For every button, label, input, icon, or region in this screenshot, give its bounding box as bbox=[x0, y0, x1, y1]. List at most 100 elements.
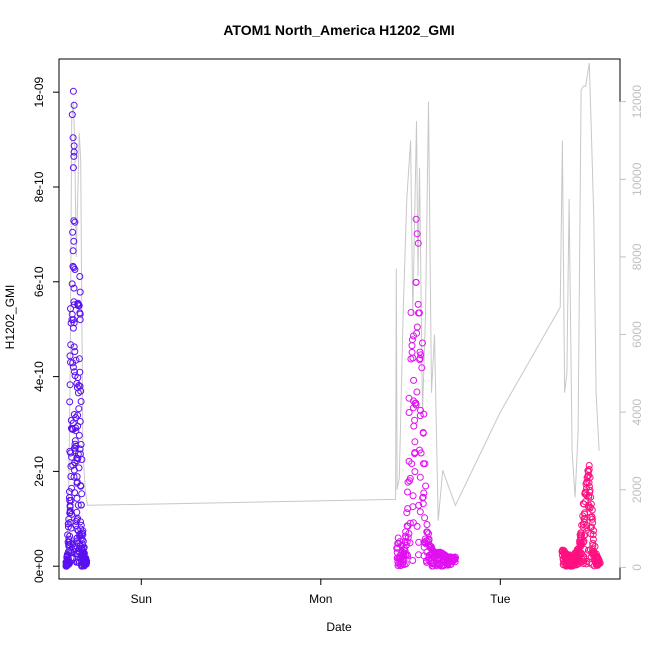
data-point bbox=[71, 218, 79, 226]
data-point bbox=[70, 264, 78, 272]
data-point bbox=[451, 558, 459, 566]
data-point bbox=[73, 473, 81, 481]
data-point bbox=[394, 534, 402, 542]
data-point bbox=[408, 336, 416, 344]
data-point bbox=[409, 557, 417, 564]
data-point bbox=[408, 348, 416, 356]
data-point bbox=[415, 309, 423, 317]
data-point bbox=[585, 462, 593, 469]
data-point bbox=[579, 539, 587, 547]
data-point bbox=[70, 217, 78, 225]
data-point bbox=[71, 437, 79, 445]
data-point bbox=[71, 368, 78, 376]
data-point bbox=[412, 278, 420, 286]
data-point bbox=[77, 501, 85, 509]
data-point bbox=[75, 302, 83, 310]
data-point bbox=[421, 514, 429, 522]
data-point bbox=[410, 422, 418, 430]
data-point bbox=[81, 557, 89, 565]
data-point bbox=[73, 516, 81, 524]
data-point bbox=[72, 356, 80, 364]
data-point bbox=[583, 522, 591, 529]
y-tick-label: 1e-09 bbox=[32, 77, 46, 108]
data-point bbox=[413, 388, 421, 396]
data-point bbox=[76, 309, 84, 317]
data-point bbox=[74, 501, 82, 509]
data-point bbox=[416, 355, 424, 362]
right-tick-label: 12000 bbox=[630, 85, 644, 119]
data-point bbox=[69, 324, 77, 332]
y-tick-label: 6e-10 bbox=[32, 266, 46, 297]
data-point bbox=[411, 438, 419, 446]
data-point bbox=[71, 348, 79, 355]
data-point bbox=[69, 134, 77, 142]
plot-frame bbox=[58, 58, 621, 580]
data-point bbox=[66, 398, 74, 406]
data-point bbox=[76, 288, 84, 296]
axes-layer: 0e+00 2e-10 4e-10 6e-10 8e-10 1e-09 0 2000 4000 6… bbox=[32, 77, 644, 606]
data-point bbox=[591, 543, 599, 550]
data-point bbox=[589, 519, 597, 527]
data-point bbox=[585, 492, 593, 499]
data-point bbox=[423, 521, 431, 528]
data-point bbox=[419, 493, 427, 501]
data-point bbox=[396, 538, 404, 546]
data-point bbox=[70, 343, 78, 351]
data-point bbox=[70, 284, 78, 292]
data-point bbox=[73, 494, 81, 502]
data-point bbox=[415, 501, 423, 509]
right-tick-label: 10000 bbox=[630, 162, 644, 196]
data-point bbox=[76, 368, 84, 376]
data-point bbox=[73, 508, 81, 516]
data-point bbox=[596, 559, 604, 567]
data-point bbox=[76, 418, 84, 425]
data-point bbox=[586, 486, 594, 494]
data-point bbox=[586, 473, 594, 481]
data-point bbox=[77, 398, 85, 405]
data-point bbox=[66, 532, 74, 540]
data-points-layer bbox=[62, 87, 604, 570]
data-point bbox=[580, 537, 588, 545]
data-point bbox=[67, 497, 75, 504]
data-point bbox=[419, 500, 427, 508]
data-point bbox=[587, 493, 595, 501]
data-point bbox=[413, 522, 421, 530]
data-point bbox=[589, 531, 597, 539]
data-point bbox=[67, 449, 75, 457]
data-point bbox=[76, 382, 84, 390]
data-point bbox=[403, 538, 411, 546]
data-point bbox=[69, 363, 77, 371]
data-point bbox=[583, 560, 590, 568]
data-point bbox=[414, 239, 422, 247]
data-point bbox=[421, 460, 429, 468]
data-point bbox=[413, 230, 421, 238]
y-tick-label: 2e-10 bbox=[32, 456, 46, 487]
data-point bbox=[405, 409, 413, 416]
data-point bbox=[419, 429, 427, 436]
data-point bbox=[68, 310, 76, 318]
data-point bbox=[75, 405, 83, 413]
data-point bbox=[405, 530, 413, 537]
point-cluster-1 bbox=[62, 87, 91, 570]
data-point bbox=[69, 228, 77, 236]
data-point bbox=[77, 387, 85, 395]
data-point bbox=[414, 300, 422, 308]
data-point bbox=[416, 412, 424, 420]
data-point bbox=[404, 478, 412, 486]
data-point bbox=[69, 164, 77, 172]
data-point bbox=[72, 414, 80, 422]
data-point bbox=[590, 527, 597, 535]
data-point bbox=[70, 142, 78, 150]
data-point bbox=[410, 376, 418, 384]
data-point bbox=[585, 479, 593, 487]
data-point bbox=[581, 510, 589, 518]
data-point bbox=[416, 508, 424, 516]
data-point bbox=[66, 559, 74, 567]
point-cluster-3 bbox=[558, 462, 604, 570]
data-point bbox=[411, 468, 419, 476]
data-point bbox=[409, 492, 417, 500]
right-tick-label: 6000 bbox=[630, 321, 644, 348]
data-point bbox=[423, 528, 431, 536]
data-point bbox=[588, 523, 595, 531]
